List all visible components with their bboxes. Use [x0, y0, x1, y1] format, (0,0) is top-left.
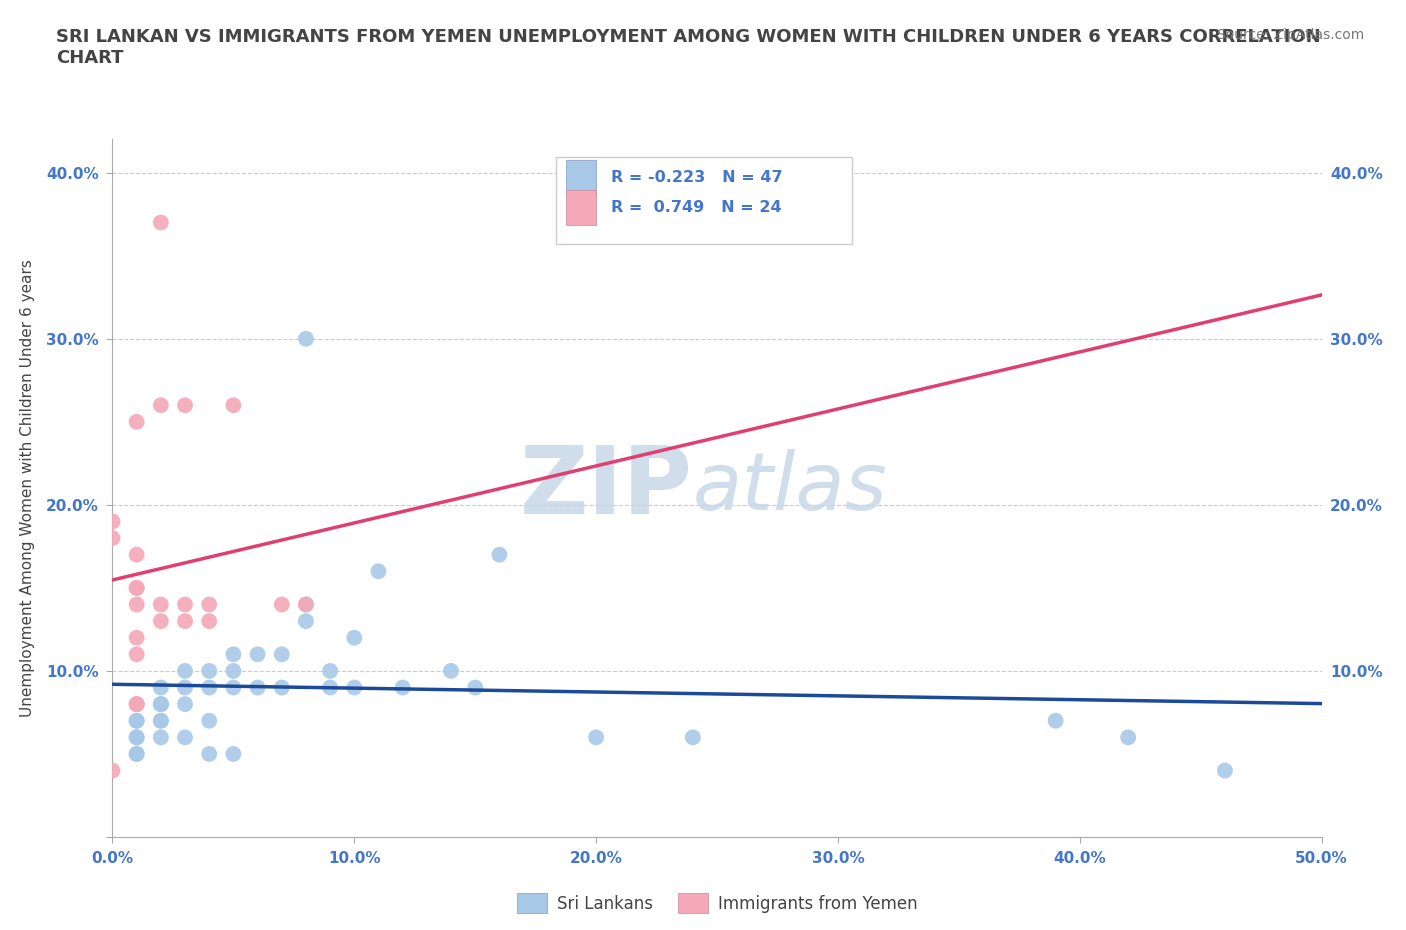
- Point: [222, 647, 245, 662]
- Point: [319, 680, 342, 695]
- Point: [222, 680, 245, 695]
- Point: [174, 730, 197, 745]
- Point: [440, 663, 463, 678]
- Point: [125, 580, 148, 595]
- Bar: [565, 191, 596, 225]
- Point: [101, 531, 124, 546]
- Point: [367, 564, 389, 578]
- Point: [246, 680, 269, 695]
- Point: [125, 713, 148, 728]
- Point: [174, 680, 197, 695]
- Legend: Sri Lankans, Immigrants from Yemen: Sri Lankans, Immigrants from Yemen: [510, 887, 924, 920]
- Point: [222, 398, 245, 413]
- Text: ZIP: ZIP: [520, 443, 693, 534]
- Point: [125, 747, 148, 762]
- Point: [125, 415, 148, 430]
- Point: [125, 713, 148, 728]
- Point: [343, 680, 366, 695]
- Point: [585, 730, 607, 745]
- Text: Source: ZipAtlas.com: Source: ZipAtlas.com: [1216, 28, 1364, 42]
- Point: [149, 713, 172, 728]
- Point: [174, 663, 197, 678]
- Point: [149, 697, 172, 711]
- Text: R =  0.749   N = 24: R = 0.749 N = 24: [610, 200, 782, 216]
- Point: [174, 597, 197, 612]
- Point: [488, 547, 510, 562]
- Point: [125, 697, 148, 711]
- Point: [174, 398, 197, 413]
- Point: [125, 647, 148, 662]
- Point: [101, 514, 124, 529]
- Point: [295, 597, 318, 612]
- Point: [295, 331, 318, 346]
- Point: [125, 631, 148, 645]
- Point: [149, 730, 172, 745]
- Point: [270, 680, 292, 695]
- Point: [222, 747, 245, 762]
- Point: [391, 680, 413, 695]
- Point: [125, 597, 148, 612]
- Point: [174, 697, 197, 711]
- Point: [295, 597, 318, 612]
- Point: [125, 580, 148, 595]
- Point: [198, 597, 221, 612]
- Point: [101, 764, 124, 778]
- Point: [198, 614, 221, 629]
- Point: [149, 713, 172, 728]
- Point: [246, 647, 269, 662]
- Point: [174, 614, 197, 629]
- Point: [149, 614, 172, 629]
- Point: [198, 747, 221, 762]
- Text: atlas: atlas: [693, 449, 887, 527]
- Text: SRI LANKAN VS IMMIGRANTS FROM YEMEN UNEMPLOYMENT AMONG WOMEN WITH CHILDREN UNDER: SRI LANKAN VS IMMIGRANTS FROM YEMEN UNEM…: [56, 28, 1320, 67]
- Point: [125, 747, 148, 762]
- Point: [149, 697, 172, 711]
- Point: [682, 730, 704, 745]
- Point: [125, 547, 148, 562]
- Point: [270, 597, 292, 612]
- Point: [198, 713, 221, 728]
- Y-axis label: Unemployment Among Women with Children Under 6 years: Unemployment Among Women with Children U…: [20, 259, 35, 717]
- Point: [343, 631, 366, 645]
- Point: [198, 680, 221, 695]
- Point: [198, 663, 221, 678]
- Point: [125, 697, 148, 711]
- Point: [125, 730, 148, 745]
- Point: [125, 697, 148, 711]
- Point: [295, 614, 318, 629]
- Point: [1116, 730, 1139, 745]
- Point: [149, 398, 172, 413]
- Point: [1045, 713, 1067, 728]
- Point: [319, 663, 342, 678]
- Point: [1213, 764, 1236, 778]
- Point: [464, 680, 486, 695]
- Point: [149, 680, 172, 695]
- Point: [149, 697, 172, 711]
- FancyBboxPatch shape: [557, 157, 852, 245]
- Point: [149, 597, 172, 612]
- Point: [125, 730, 148, 745]
- Text: R = -0.223   N = 47: R = -0.223 N = 47: [610, 170, 782, 185]
- Point: [270, 647, 292, 662]
- Point: [149, 215, 172, 230]
- Bar: [565, 161, 596, 195]
- Point: [222, 663, 245, 678]
